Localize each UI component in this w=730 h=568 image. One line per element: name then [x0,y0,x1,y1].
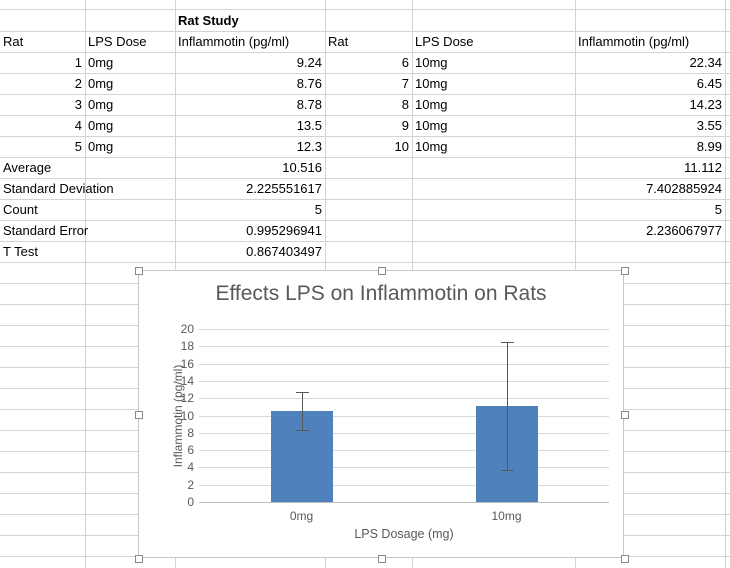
stat-value-cell[interactable]: 5 [714,202,722,217]
stat-value-cell[interactable]: 2.236067977 [646,223,722,238]
y-axis-tick-label: 4 [187,460,194,474]
data-cell[interactable]: 0mg [88,76,114,91]
stat-value-cell[interactable]: 7.402885924 [646,181,722,196]
stat-value-cell[interactable]: 10.516 [282,160,322,175]
y-axis-tick-label: 20 [180,322,194,336]
data-cell[interactable]: 0mg [88,139,114,154]
stat-label-cell[interactable]: T Test [3,244,38,259]
chart-gridline [199,364,609,365]
chart-gridline [199,485,609,486]
y-axis-tick-label: 2 [187,478,194,492]
stat-value-cell[interactable]: 0.867403497 [246,244,322,259]
error-bar-cap [500,469,514,471]
data-cell[interactable]: 9.24 [296,55,322,70]
stat-value-cell[interactable]: 11.112 [684,160,722,175]
y-axis-tick-label: 18 [180,339,194,353]
data-cell[interactable]: 10 [394,139,409,154]
chart-gridline [199,346,609,347]
data-cell[interactable]: 1 [74,55,82,70]
chart-gridline [199,381,609,382]
data-cell[interactable]: 8.76 [296,76,322,91]
y-axis-tick-label: 6 [187,443,194,457]
chart-selection-handle[interactable] [621,555,629,563]
chart-gridline [199,450,609,451]
stat-label-cell[interactable]: Average [3,160,52,175]
chart-selection-handle[interactable] [135,411,143,419]
stat-label-cell[interactable]: Count [3,202,38,217]
chart-selection-handle[interactable] [378,555,386,563]
data-cell[interactable]: 0mg [88,118,114,133]
data-cell[interactable]: 7 [401,76,409,91]
stat-value-cell[interactable]: 2.225551617 [246,181,322,196]
data-cell[interactable]: 22.34 [689,55,722,70]
data-cell[interactable]: 8.78 [296,97,322,112]
chart-x-axis-title[interactable]: LPS Dosage (mg) [354,527,454,541]
data-cell[interactable]: 13.5 [296,118,322,133]
data-cell[interactable]: 0mg [88,55,114,70]
data-cell[interactable]: 0mg [88,97,114,112]
chart-selection-handle[interactable] [621,267,629,275]
column-header-cell[interactable]: LPS Dose [415,34,474,49]
y-axis-tick-label: 14 [180,374,194,388]
error-bar-cap [295,391,309,393]
data-cell[interactable]: 8 [401,97,409,112]
chart-selection-handle[interactable] [621,411,629,419]
chart-gridline [199,398,609,399]
data-cell[interactable]: 3.55 [696,118,722,133]
chart-gridline [199,416,609,417]
stat-label-cell[interactable]: Standard Error [3,223,89,238]
sheet-title-cell[interactable]: Rat Study [178,13,239,28]
data-cell[interactable]: 8.99 [696,139,722,154]
column-header-cell[interactable]: Rat [3,34,24,49]
y-axis-tick-label: 12 [180,391,194,405]
y-axis-tick-label: 16 [180,357,194,371]
error-bar-0mg [301,391,303,431]
data-cell[interactable]: 9 [401,118,409,133]
stat-label-cell[interactable]: Standard Deviation [3,181,114,196]
data-cell[interactable]: 4 [74,118,82,133]
data-cell[interactable]: 10mg [415,139,448,154]
x-axis-line [199,502,609,503]
data-cell[interactable]: 3 [74,97,82,112]
chart-selection-handle[interactable] [378,267,386,275]
data-cell[interactable]: 10mg [415,76,448,91]
chart-selection-handle[interactable] [135,555,143,563]
chart-gridline [199,329,609,330]
error-bar-cap [295,430,309,432]
chart-selection-handle[interactable] [135,267,143,275]
data-cell[interactable]: 12.3 [296,139,322,154]
column-header-cell[interactable]: Rat [328,34,349,49]
data-cell[interactable]: 14.23 [689,97,722,112]
column-header-cell[interactable]: LPS Dose [88,34,147,49]
y-axis-tick-label: 8 [187,426,194,440]
embedded-chart[interactable]: Effects LPS on Inflammotin on Rats Infla… [135,267,629,563]
data-cell[interactable]: 2 [74,76,82,91]
data-cell[interactable]: 6 [401,55,409,70]
stat-value-cell[interactable]: 0.995296941 [246,223,322,238]
x-axis-category-label: 10mg [491,509,522,523]
column-header-cell[interactable]: Inflammotin (pg/ml) [178,34,290,49]
data-cell[interactable]: 10mg [415,55,448,70]
chart-gridline [199,467,609,468]
chart-gridline [199,433,609,434]
error-bar-cap [500,341,514,343]
chart-title[interactable]: Effects LPS on Inflammotin on Rats [215,282,547,305]
data-cell[interactable]: 10mg [415,118,448,133]
error-bar-10mg [506,341,508,470]
y-axis-tick-label: 0 [187,495,194,509]
data-cell[interactable]: 10mg [415,97,448,112]
y-axis-tick-label: 10 [180,409,194,423]
x-axis-category-label: 0mg [289,509,314,523]
column-header-cell[interactable]: Inflammotin (pg/ml) [578,34,690,49]
data-cell[interactable]: 6.45 [696,76,722,91]
stat-value-cell[interactable]: 5 [314,202,322,217]
data-cell[interactable]: 5 [74,139,82,154]
